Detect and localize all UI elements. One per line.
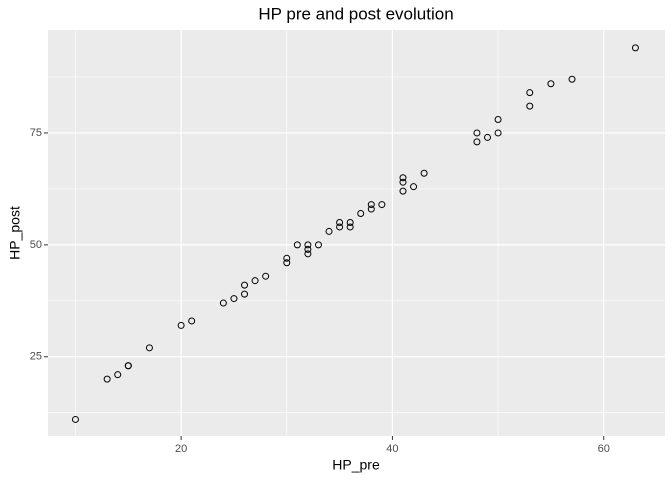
point [103, 375, 111, 383]
point [124, 362, 132, 370]
point [314, 241, 322, 249]
point [494, 116, 502, 124]
point [399, 178, 407, 186]
point [293, 241, 301, 249]
point [188, 317, 196, 325]
point [283, 259, 291, 267]
point [230, 295, 238, 303]
point [367, 205, 375, 213]
point [367, 201, 375, 209]
point [473, 138, 481, 146]
point [346, 223, 354, 231]
x-tick-label: 20 [175, 443, 187, 455]
point [336, 223, 344, 231]
point [262, 272, 270, 280]
point [568, 75, 576, 83]
y-axis-label: HP_post [7, 206, 23, 260]
point [473, 129, 481, 137]
y-tick-label: 75 [30, 127, 42, 139]
point [304, 250, 312, 258]
point [241, 281, 249, 289]
point [547, 80, 555, 88]
point [304, 241, 312, 249]
point [378, 201, 386, 209]
chart-title: HP pre and post evolution [258, 4, 453, 23]
point [494, 129, 502, 137]
point [304, 245, 312, 253]
point [526, 89, 534, 97]
y-tick-label: 50 [30, 239, 42, 251]
point [241, 290, 249, 298]
point [399, 174, 407, 182]
point [631, 44, 639, 52]
point [114, 371, 122, 379]
x-axis-label: HP_pre [332, 457, 380, 473]
point [283, 254, 291, 262]
point [251, 277, 259, 285]
point [336, 218, 344, 226]
point [410, 183, 418, 191]
y-tick-label: 25 [30, 351, 42, 363]
point [346, 218, 354, 226]
point [484, 133, 492, 141]
point [325, 227, 333, 235]
point [526, 102, 534, 110]
panel [48, 30, 665, 436]
point [219, 299, 227, 307]
point [71, 415, 79, 423]
point [399, 187, 407, 195]
point [357, 210, 365, 218]
point [145, 344, 153, 352]
x-tick-label: 40 [386, 443, 398, 455]
x-tick-label: 60 [598, 443, 610, 455]
point [420, 169, 428, 177]
point [177, 321, 185, 329]
